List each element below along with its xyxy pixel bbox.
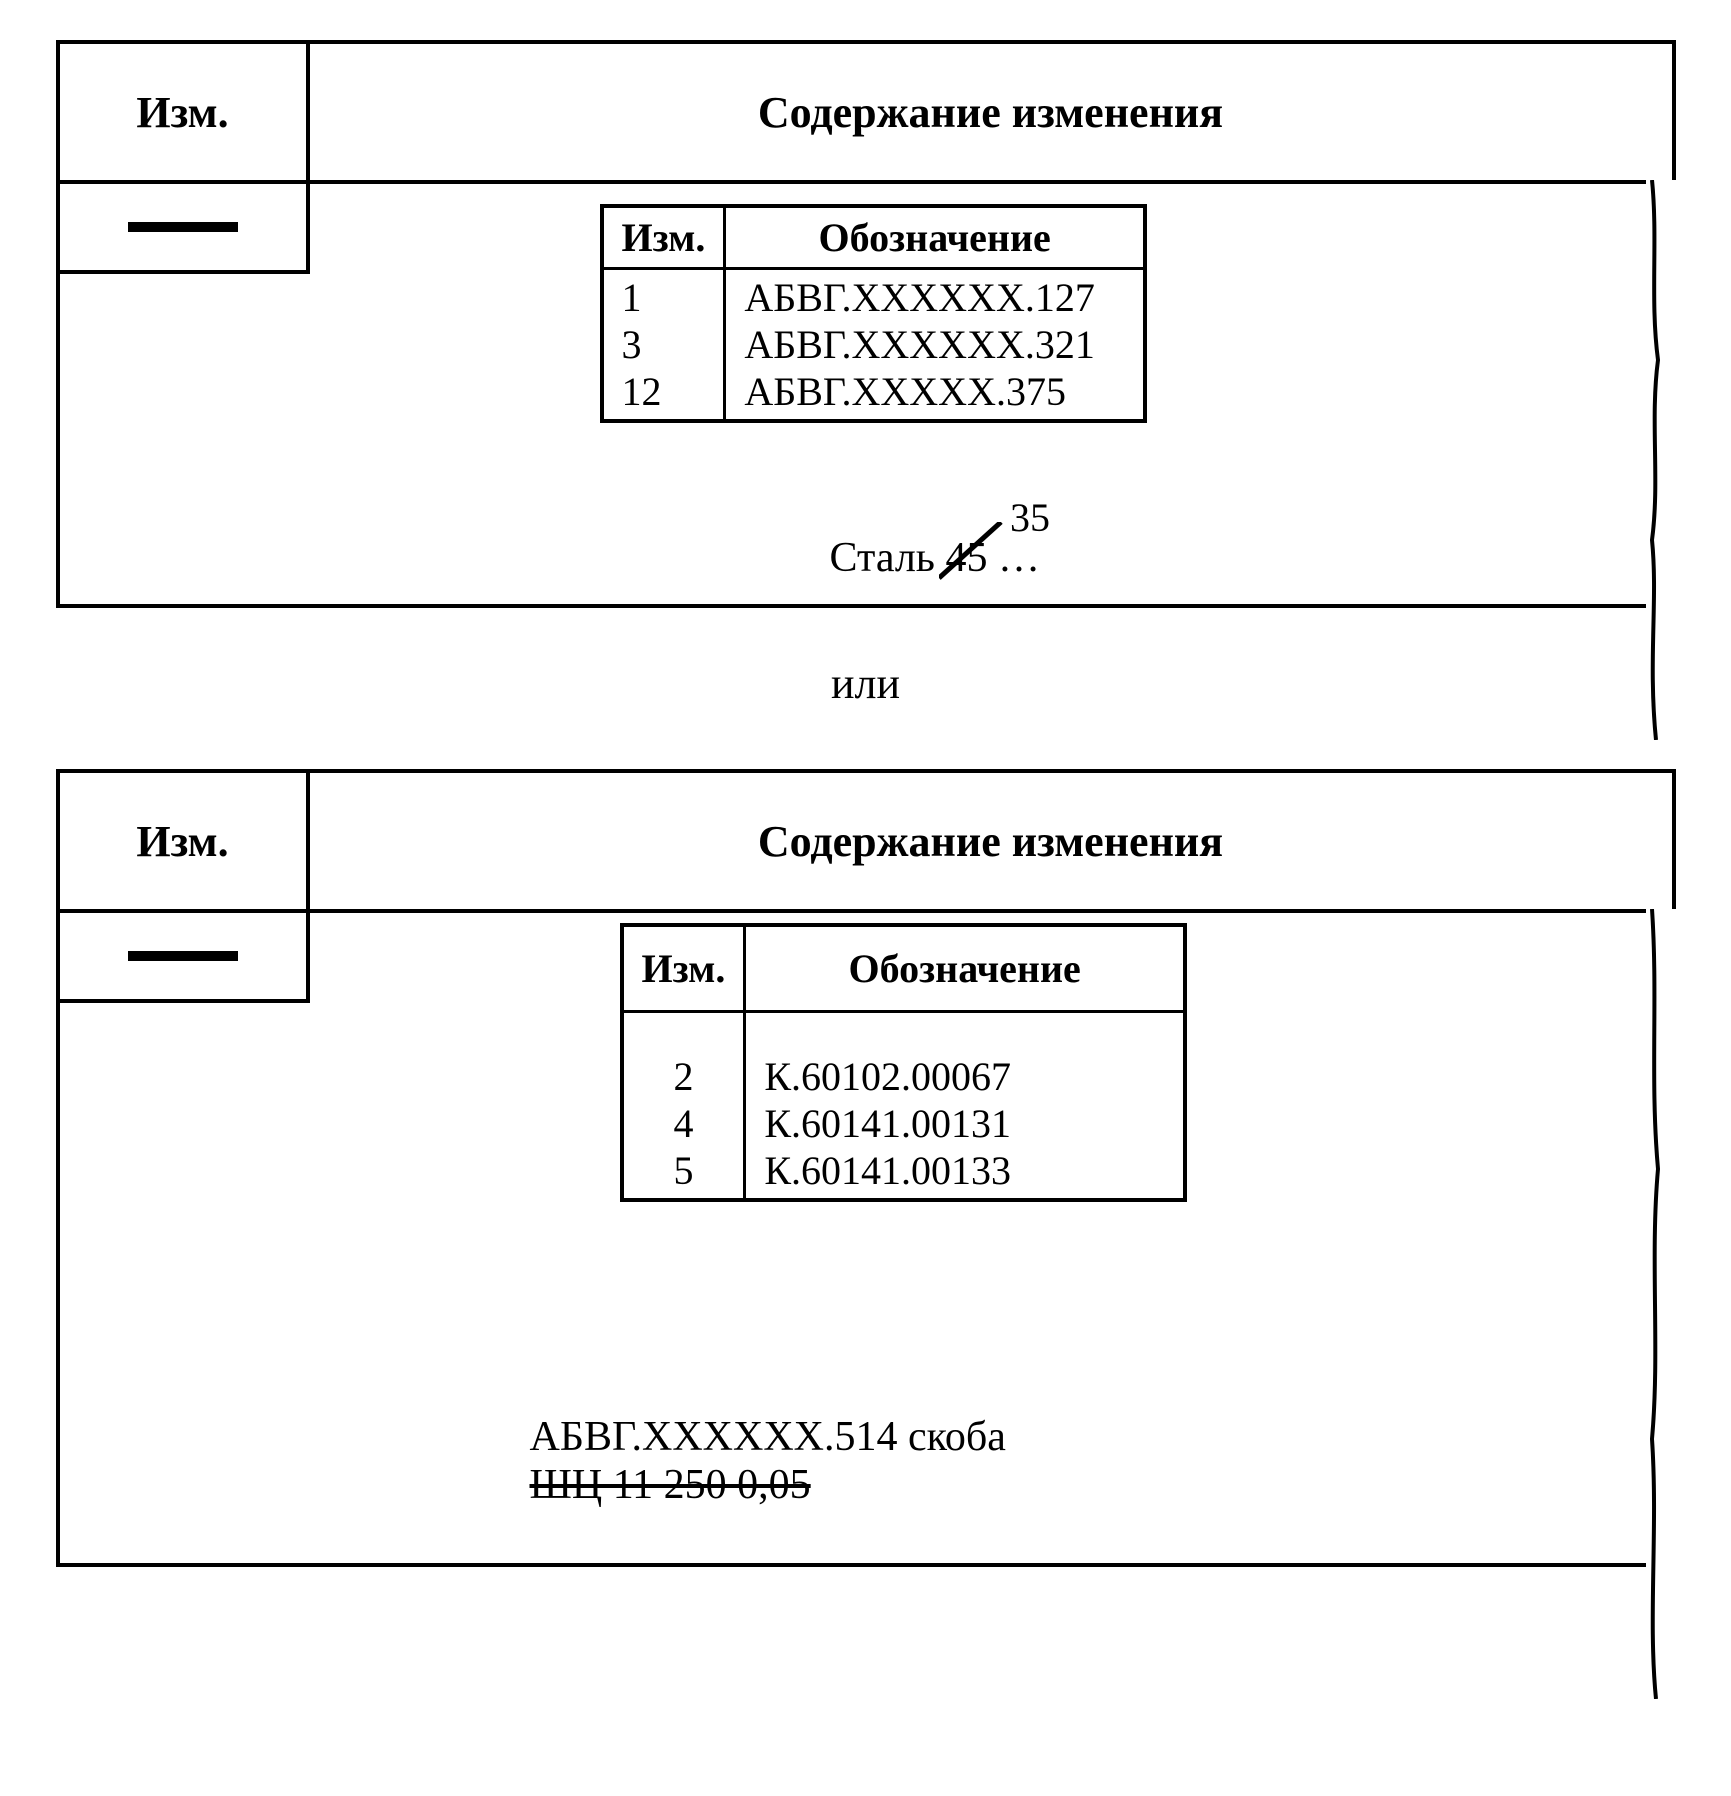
panel2-stub-cell (60, 913, 310, 1003)
panel1-header-content: Содержание изменения (310, 44, 1672, 180)
table-cell: 2 (642, 1053, 726, 1100)
steel-old-value: 45 (945, 535, 987, 581)
table-cell: 4 (642, 1100, 726, 1147)
change-panel-1: Изм. Содержание изменения Изм. Обозначен… (56, 40, 1676, 608)
table-cell: 5 (642, 1147, 726, 1194)
torn-edge-icon (1646, 180, 1676, 740)
col-header-izm: Изм. (622, 925, 745, 1012)
steel-ellipsis: … (998, 535, 1040, 581)
panel2-header-izm: Изм. (60, 773, 310, 909)
table-cell: К.60102.00067 (764, 1053, 1165, 1100)
table-cell: 1 (622, 274, 706, 321)
col-header-izm: Изм. (602, 206, 725, 269)
panel2-inner-table: Изм. Обозначение 2 4 5 К.60102.00067 К.6… (620, 923, 1187, 1202)
steel-new-value: 35 (1010, 494, 1050, 541)
panel1-inner-table: Изм. Обозначение 1 3 12 АБВГ.ХХХХХХ.127 … (600, 204, 1147, 423)
table-cell: АБВГ.ХХХХХХ.127 (744, 274, 1125, 321)
table-cell: 3 (622, 321, 706, 368)
col-header-designation: Обозначение (725, 206, 1145, 269)
table-cell: К.60141.00133 (764, 1147, 1165, 1194)
steel-annotation: Сталь 45 … 35 (830, 534, 1040, 582)
panel2-footer: АБВГ.ХХХХХХ.514 скоба ШЦ 11 250 0,05 (530, 1413, 1006, 1509)
panel1-stub-cell (60, 184, 310, 274)
change-panel-2: Изм. Содержание изменения Изм. Обозначен… (56, 769, 1676, 1567)
panel2-header: Изм. Содержание изменения (60, 773, 1672, 913)
steel-prefix: Сталь (830, 535, 935, 581)
panel2-body: Изм. Обозначение 2 4 5 К.60102.00067 К.6… (60, 913, 1672, 1563)
dash-icon (128, 951, 238, 961)
footer-line-2-struck: ШЦ 11 250 0,05 (530, 1462, 811, 1508)
table-cell: К.60141.00131 (764, 1100, 1165, 1147)
panel1-header-izm: Изм. (60, 44, 310, 180)
panel2-header-content: Содержание изменения (310, 773, 1672, 909)
panel1-header: Изм. Содержание изменения (60, 44, 1672, 184)
torn-edge-icon (1646, 909, 1676, 1699)
footer-line-1: АБВГ.ХХХХХХ.514 скоба (530, 1413, 1006, 1461)
col-header-designation: Обозначение (745, 925, 1185, 1012)
dash-icon (128, 222, 238, 232)
table-cell: 12 (622, 368, 706, 415)
separator-text: или (40, 658, 1691, 709)
table-cell: АБВГ.ХХХХХ.375 (744, 368, 1125, 415)
panel1-body: Изм. Обозначение 1 3 12 АБВГ.ХХХХХХ.127 … (60, 184, 1672, 604)
table-cell: АБВГ.ХХХХХХ.321 (744, 321, 1125, 368)
